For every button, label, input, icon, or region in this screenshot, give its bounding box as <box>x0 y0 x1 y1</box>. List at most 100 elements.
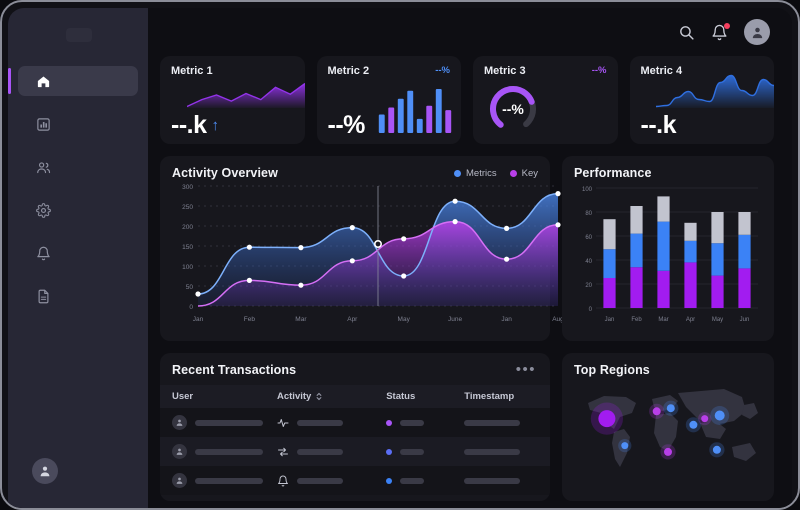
activity-card-header: Activity Overview Metrics Key <box>172 166 538 180</box>
metric-header: Metric 1 <box>171 65 294 77</box>
cell-user <box>160 437 277 466</box>
metric-header: Metric 2 --% <box>328 65 451 77</box>
metric-value: --.k <box>640 111 677 139</box>
svg-text:20: 20 <box>585 283 592 289</box>
transactions-table: User Activity Status Timestamp <box>160 385 550 495</box>
table-body <box>160 408 550 495</box>
legend-label: Key <box>521 167 538 179</box>
svg-text:Apr: Apr <box>686 317 695 323</box>
metric-cards-row: Metric 1 --.k ↑ Metric 2 --% --% Metric 3 --% --… <box>160 56 774 144</box>
performance-chart[interactable]: 0 20 40 60 80 100 Jan Feb Mar Apr May Jun <box>574 180 762 331</box>
svg-text:60: 60 <box>585 235 592 241</box>
top-bar <box>148 8 792 56</box>
activity-card-title: Activity Overview <box>172 166 278 180</box>
timestamp-placeholder <box>464 477 521 484</box>
notifications-bell-icon[interactable] <box>711 22 730 41</box>
svg-text:50: 50 <box>186 284 194 291</box>
sidebar-user-avatar[interactable] <box>32 458 58 484</box>
metric-card-1[interactable]: Metric 1 --.k ↑ <box>160 56 305 144</box>
svg-text:May: May <box>712 317 723 323</box>
svg-text:Jan: Jan <box>605 317 615 323</box>
performance-card: Performance 0 20 40 60 80 100 Jan Feb Mar Apr May J… <box>562 156 774 341</box>
transactions-title: Recent Transactions <box>172 363 297 377</box>
users-icon <box>36 160 51 175</box>
metric-value-wrap: --.k <box>641 111 677 140</box>
user-placeholder <box>195 448 263 455</box>
column-label: Status <box>386 391 416 402</box>
metric-sparkline <box>186 82 305 113</box>
metric-sparkline <box>655 74 774 113</box>
app-logo[interactable] <box>24 22 132 48</box>
metric-card-2[interactable]: Metric 2 --% --% <box>316 56 461 144</box>
sidebar-item-documents[interactable] <box>18 281 138 311</box>
cell-user <box>160 408 277 437</box>
gear-icon <box>36 202 51 218</box>
metric-delta: --% <box>435 65 450 76</box>
svg-text:Aug: Aug <box>552 316 564 323</box>
bottom-row: Recent Transactions ••• User Activity Stat… <box>160 353 774 501</box>
sidebar-item-settings[interactable] <box>18 195 138 225</box>
user-avatar[interactable] <box>744 19 770 45</box>
regions-title: Top Regions <box>574 363 650 377</box>
legend-label: Metrics <box>466 167 497 179</box>
cell-activity <box>277 437 386 466</box>
pulse-icon <box>277 417 289 429</box>
svg-text:Jun: Jun <box>740 317 750 323</box>
cell-status <box>386 466 464 495</box>
transactions-more-menu-icon[interactable]: ••• <box>515 361 536 378</box>
svg-text:0: 0 <box>189 304 193 311</box>
sidebar-item-users[interactable] <box>18 152 138 182</box>
activity-overview-card: Activity Overview Metrics Key 0 50 100 150 20… <box>160 156 564 341</box>
activity-placeholder <box>297 477 343 484</box>
column-label: User <box>172 391 194 402</box>
bar-chart-icon <box>36 117 51 132</box>
table-row[interactable] <box>160 466 550 495</box>
search-icon[interactable] <box>678 24 695 41</box>
world-map[interactable] <box>574 377 762 486</box>
cell-activity <box>277 466 386 495</box>
avatar <box>172 473 187 488</box>
notification-badge <box>724 22 730 29</box>
dashboard-screen: Metric 1 --.k ↑ Metric 2 --% --% Metric 3 --% --… <box>8 8 792 508</box>
bell-icon <box>277 475 289 487</box>
cell-status <box>386 408 464 437</box>
activity-chart[interactable]: 0 50 100 150 200 250 300 Jan Feb Mar Apr May June Jan… <box>172 180 564 331</box>
svg-text:May: May <box>398 316 411 323</box>
svg-text:Jan: Jan <box>501 316 512 323</box>
cell-status <box>386 437 464 466</box>
table-row[interactable] <box>160 437 550 466</box>
status-placeholder <box>400 477 425 484</box>
trend-up-icon: ↑ <box>211 117 220 134</box>
svg-text:100: 100 <box>182 264 193 271</box>
svg-text:40: 40 <box>585 259 592 265</box>
sidebar-item-analytics[interactable] <box>18 109 138 139</box>
svg-text:June: June <box>448 316 462 323</box>
metric-header: Metric 3 --% <box>484 65 607 77</box>
metric-card-4[interactable]: Metric 4 --.k <box>629 56 774 144</box>
table-row[interactable] <box>160 408 550 437</box>
performance-card-title: Performance <box>574 166 652 180</box>
metric-title: Metric 3 <box>484 65 526 77</box>
svg-text:250: 250 <box>182 204 193 211</box>
svg-text:100: 100 <box>582 187 593 193</box>
metric-card-3[interactable]: Metric 3 --% --% <box>473 56 618 144</box>
sort-icon[interactable] <box>315 392 323 401</box>
svg-text:--%: --% <box>502 101 524 117</box>
sidebar-item-notifications[interactable] <box>18 238 138 268</box>
metric-header: Metric 4 <box>641 65 764 77</box>
column-header-activity[interactable]: Activity <box>277 385 387 408</box>
main-area: Metric 1 --.k ↑ Metric 2 --% --% Metric 3 --% --… <box>148 8 792 508</box>
svg-text:150: 150 <box>182 244 193 251</box>
svg-text:Mar: Mar <box>658 317 668 323</box>
legend-item[interactable]: Metrics <box>454 168 497 179</box>
column-header-timestamp: Timestamp <box>464 385 550 408</box>
metric-sparkline <box>377 87 453 138</box>
status-badge <box>386 419 393 426</box>
metric-value: --.k <box>171 111 207 139</box>
activity-placeholder <box>297 448 343 455</box>
transfer-icon <box>277 446 289 458</box>
sidebar-item-home[interactable] <box>8 66 138 96</box>
svg-text:200: 200 <box>182 224 193 231</box>
legend-item[interactable]: Key <box>509 167 538 179</box>
